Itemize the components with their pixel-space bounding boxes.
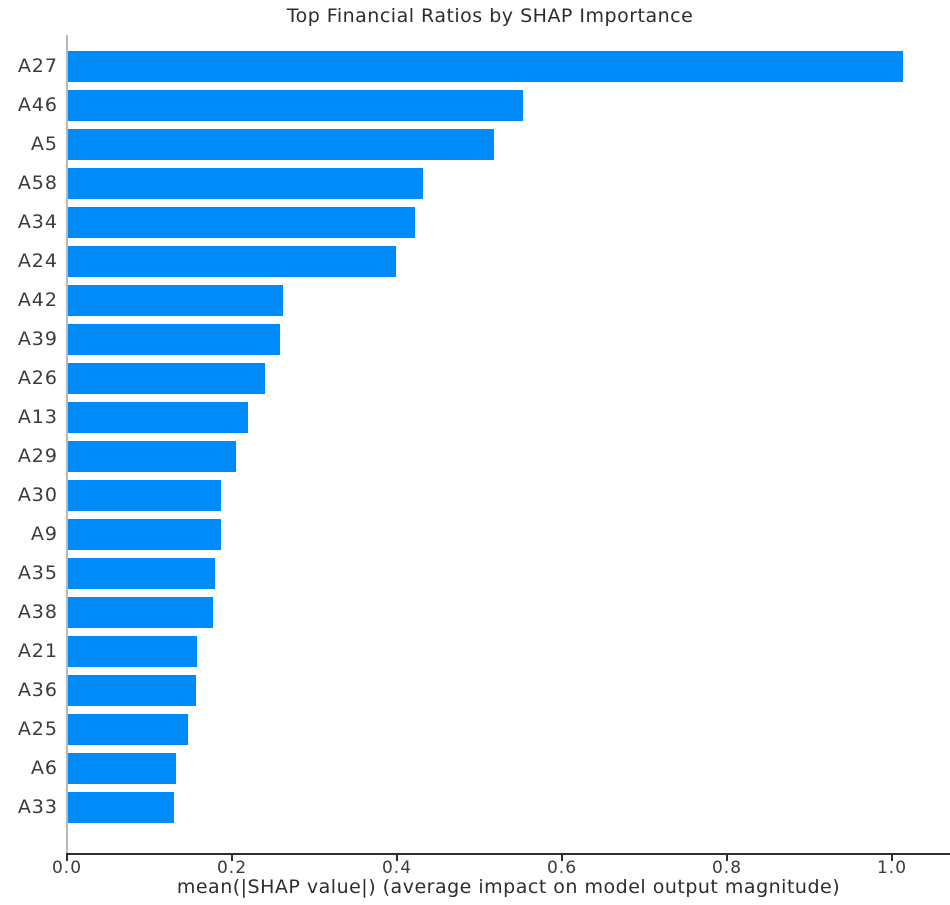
x-tick-mark-0.6 (561, 855, 563, 861)
y-tick-label-A38: A38 (17, 601, 58, 623)
y-tick-label-A26: A26 (17, 367, 58, 389)
x-tick-mark-0.2 (231, 855, 233, 861)
bar-A26 (68, 363, 265, 394)
y-tick-label-A9: A9 (30, 523, 58, 545)
y-tick-label-A42: A42 (17, 289, 58, 311)
bar-A6 (68, 753, 176, 784)
y-axis-spine (66, 35, 68, 854)
x-tick-mark-0.4 (396, 855, 398, 861)
bar-A39 (68, 324, 280, 355)
bar-A9 (68, 519, 221, 550)
bar-A29 (68, 441, 236, 472)
y-tick-label-A25: A25 (17, 718, 58, 740)
bar-A30 (68, 480, 221, 511)
bar-A36 (68, 675, 196, 706)
x-tick-mark-1.0 (891, 855, 893, 861)
bar-A27 (68, 51, 903, 82)
bar-A24 (68, 246, 396, 277)
y-tick-label-A39: A39 (17, 328, 58, 350)
y-tick-label-A30: A30 (17, 484, 58, 506)
y-tick-label-A24: A24 (17, 250, 58, 272)
x-tick-mark-0.0 (66, 855, 68, 861)
y-tick-label-A5: A5 (30, 133, 58, 155)
x-tick-mark-0.8 (726, 855, 728, 861)
x-tick-label-0.6: 0.6 (546, 858, 578, 878)
bar-A38 (68, 597, 213, 628)
y-tick-label-A34: A34 (17, 211, 58, 233)
y-tick-label-A6: A6 (30, 757, 58, 779)
x-tick-label-0.4: 0.4 (381, 858, 413, 878)
y-tick-label-A35: A35 (17, 562, 58, 584)
x-tick-label-1.0: 1.0 (876, 858, 908, 878)
x-tick-label-0.0: 0.0 (51, 858, 83, 878)
x-tick-label-0.2: 0.2 (216, 858, 248, 878)
bar-A21 (68, 636, 197, 667)
bar-A42 (68, 285, 283, 316)
y-tick-label-A46: A46 (17, 94, 58, 116)
x-axis-spine (66, 853, 950, 855)
bar-A34 (68, 207, 415, 238)
bar-A25 (68, 714, 188, 745)
chart-title: Top Financial Ratios by SHAP Importance (286, 5, 694, 27)
y-tick-label-A29: A29 (17, 445, 58, 467)
bar-A46 (68, 90, 523, 121)
bar-A13 (68, 402, 248, 433)
x-tick-label-0.8: 0.8 (711, 858, 743, 878)
y-tick-label-A27: A27 (17, 55, 58, 77)
bar-A33 (68, 792, 174, 823)
bar-A5 (68, 129, 494, 160)
y-tick-label-A36: A36 (17, 679, 58, 701)
bar-A58 (68, 168, 423, 199)
y-tick-label-A58: A58 (17, 172, 58, 194)
bar-A35 (68, 558, 215, 589)
x-axis-label: mean(|SHAP value|) (average impact on mo… (176, 876, 841, 898)
y-tick-label-A13: A13 (17, 406, 58, 428)
y-tick-label-A33: A33 (17, 796, 58, 818)
y-tick-label-A21: A21 (17, 640, 58, 662)
